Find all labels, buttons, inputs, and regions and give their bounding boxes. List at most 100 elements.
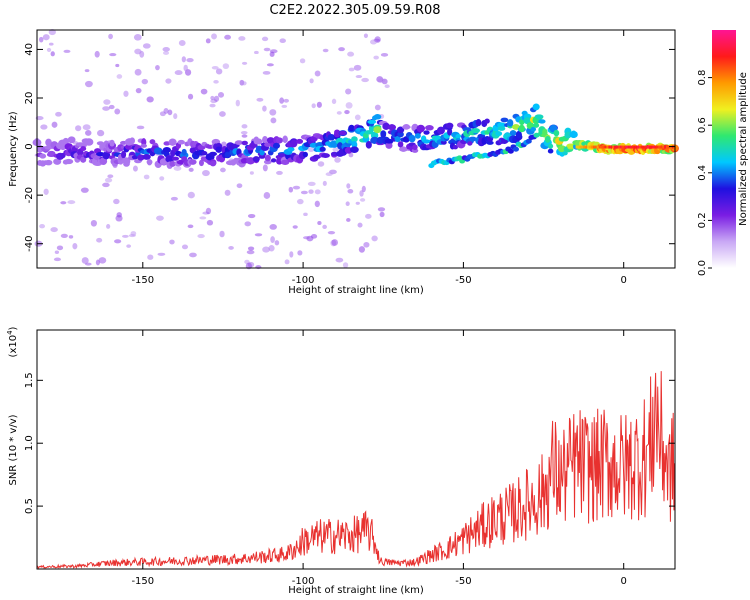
snr-xtick-label: -100 <box>292 576 315 587</box>
spectrogram-cell <box>408 134 416 143</box>
spectrogram-speckle <box>292 225 298 229</box>
spectrogram-speckle <box>187 93 194 100</box>
spectrogram-cell <box>348 124 355 132</box>
spectrogram-speckle <box>228 246 234 250</box>
snr-multiplier-exp: 4 <box>6 330 14 335</box>
spectrogram-speckle <box>170 196 178 201</box>
spectrogram-speckle <box>142 43 151 49</box>
snr-ticks: -150 -100 -50 0 0.5 1.0 1.5 <box>24 330 675 587</box>
spectrogram-speckle <box>84 80 93 88</box>
spectrogram-cell <box>658 145 661 149</box>
spectrogram-speckle <box>174 70 183 76</box>
spectrogram-speckle <box>363 33 368 39</box>
colorbar-tick-label: 0.6 <box>697 117 708 133</box>
spectrogram-ytick-label: -40 <box>24 236 35 252</box>
spectrogram-cell <box>376 136 385 144</box>
spectrogram-cell <box>262 135 268 144</box>
colorbar-tick-label: 0.2 <box>697 212 708 228</box>
spectrogram-cell <box>169 160 176 167</box>
spectrogram-cell <box>596 145 599 149</box>
spectrogram-cell <box>201 151 208 156</box>
spectrogram-cell <box>518 124 525 133</box>
spectrogram-cell <box>445 122 454 129</box>
spectrogram-speckle <box>116 74 123 79</box>
spectrogram-speckle <box>317 161 325 167</box>
snr-xtick-label: -150 <box>131 576 154 587</box>
spectrogram-speckle <box>241 134 248 138</box>
spectrogram-speckle <box>357 222 363 228</box>
spectrogram-speckle <box>60 233 68 238</box>
spectrogram-cell <box>639 145 642 149</box>
spectrogram-speckle <box>363 241 370 248</box>
spectrogram-speckle <box>206 219 214 226</box>
spectrogram-speckle <box>284 259 290 265</box>
spectrogram-cell <box>367 119 377 124</box>
spectrogram-cell <box>327 134 336 141</box>
spectrogram-speckle <box>344 109 350 115</box>
spectrogram-cell <box>122 157 131 165</box>
spectrogram-cell <box>319 146 326 152</box>
spectrogram-frame <box>36 29 676 269</box>
spectrogram-speckle <box>269 109 277 116</box>
spectrogram-speckle <box>181 244 189 250</box>
spectrogram-cell <box>553 129 560 137</box>
spectrogram-cell <box>455 133 462 139</box>
spectrogram-cell <box>280 159 290 165</box>
spectrogram-speckle <box>279 38 286 43</box>
spectrogram-speckle <box>249 171 254 175</box>
spectrogram-speckle <box>108 104 115 110</box>
spectrogram-cell <box>604 145 607 149</box>
spectrogram-cell <box>99 157 108 165</box>
spectrogram-ticks: -150 -100 -50 0 -40 -20 0 20 40 <box>24 30 675 286</box>
spectrogram-cell <box>512 146 519 152</box>
spectrogram-speckle <box>254 233 263 237</box>
spectrogram-speckle <box>322 180 327 186</box>
spectrogram-speckle <box>262 246 270 253</box>
spectrogram-cell <box>452 144 458 150</box>
spectrogram-speckle <box>246 250 255 255</box>
spectrogram-cell <box>120 150 127 159</box>
spectrogram-cell <box>44 159 53 166</box>
spectrogram-cell <box>606 145 609 149</box>
spectrogram-xtick-label: -100 <box>292 275 315 286</box>
spectrogram-cell <box>440 140 447 145</box>
spectrogram-xtick-label: 0 <box>621 275 627 286</box>
spectrogram-cell <box>591 145 594 149</box>
spectrogram-speckle <box>200 88 208 95</box>
spectrogram-speckle <box>348 152 354 158</box>
spectrogram-speckle <box>209 103 216 108</box>
spectrogram-cell <box>538 119 546 124</box>
spectrogram-cell <box>321 153 330 158</box>
colorbar-ticks: 0.0 0.2 0.4 0.6 0.8 <box>697 70 712 276</box>
spectrogram-speckle <box>147 254 154 260</box>
spectrogram-cell <box>587 145 590 149</box>
spectrogram-speckle <box>123 90 129 97</box>
spectrogram-cell <box>189 147 196 154</box>
spectrogram-cell <box>612 145 615 149</box>
spectrogram-cell <box>62 137 70 145</box>
spectrogram-speckle <box>336 111 342 115</box>
spectrogram-cell <box>188 159 197 165</box>
spectrogram-speckle <box>114 108 121 115</box>
spectrogram-speckle <box>296 198 304 205</box>
spectrogram-speckle <box>262 71 271 75</box>
spectrogram-cell <box>667 145 670 149</box>
spectrogram-cell <box>619 145 622 149</box>
spectrogram-cell <box>385 142 393 149</box>
spectrogram-speckle <box>35 116 44 121</box>
spectrogram-cell <box>583 145 586 149</box>
spectrogram-speckle <box>210 95 215 101</box>
spectrogram-cell <box>602 145 605 149</box>
spectrogram-cell <box>255 145 263 152</box>
spectrogram-speckle <box>102 106 110 111</box>
spectrogram-speckle <box>279 97 285 104</box>
spectrogram-speckle <box>157 252 166 256</box>
spectrogram-speckle <box>67 200 76 205</box>
spectrogram-speckle <box>316 101 322 108</box>
spectrogram-panel: -150 -100 -50 0 -40 -20 0 20 40 Height of straig… <box>8 28 679 296</box>
spectrogram-speckle <box>155 64 160 71</box>
spectrogram-cell <box>652 145 655 149</box>
spectrogram-speckle <box>365 213 372 219</box>
snr-panel: -150 -100 -50 0 0.5 1.0 1.5 Height of straight… <box>6 326 676 596</box>
spectrogram-speckle <box>114 239 122 244</box>
